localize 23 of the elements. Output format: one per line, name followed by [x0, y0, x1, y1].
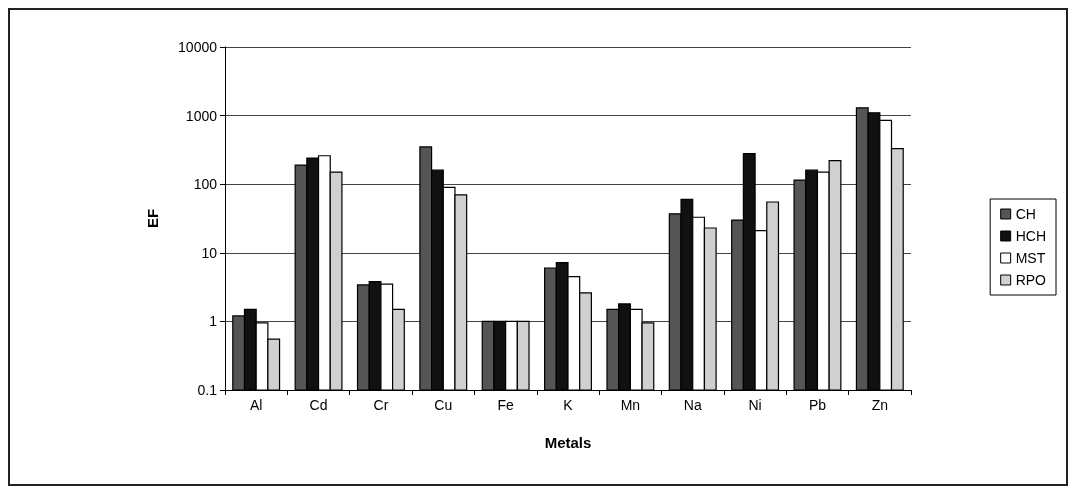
- y-tick-label: 1000: [185, 107, 218, 124]
- y-tick-label: 10: [201, 244, 218, 261]
- legend-label: MST: [1015, 250, 1046, 266]
- x-axis-title: Metals: [544, 434, 592, 451]
- x-tick-label: Al: [249, 397, 263, 413]
- x-tick-label: K: [563, 397, 574, 413]
- x-tick-label: Mn: [620, 397, 641, 413]
- legend-label: HCH: [1015, 228, 1047, 244]
- x-tick-label: Cr: [373, 397, 389, 413]
- x-tick-label: Zn: [871, 397, 888, 413]
- x-tick-label: Na: [683, 397, 702, 413]
- x-tick-label: Ni: [748, 397, 762, 413]
- y-tick-label: 0.1: [197, 382, 218, 398]
- y-axis-title: EF: [144, 208, 161, 229]
- y-tick-label: 100: [193, 176, 218, 193]
- y-tick-label: 1: [209, 313, 218, 330]
- legend-label: CH: [1015, 206, 1036, 222]
- x-tick-label: Cu: [434, 397, 453, 413]
- x-tick-label: Fe: [497, 397, 515, 413]
- legend-label: RPO: [1015, 272, 1047, 288]
- x-tick-label: Cd: [309, 397, 328, 413]
- y-tick-label: 10000: [178, 39, 218, 55]
- x-tick-label: Pb: [808, 397, 827, 413]
